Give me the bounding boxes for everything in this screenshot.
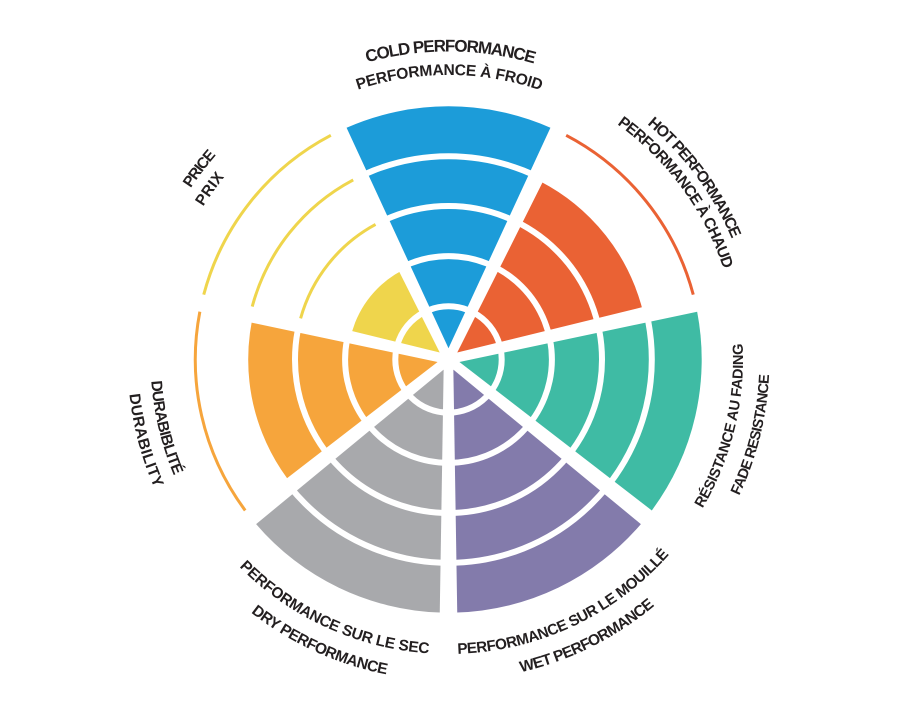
svg-text:PERFORMANCE À FROID: PERFORMANCE À FROID <box>354 62 545 94</box>
